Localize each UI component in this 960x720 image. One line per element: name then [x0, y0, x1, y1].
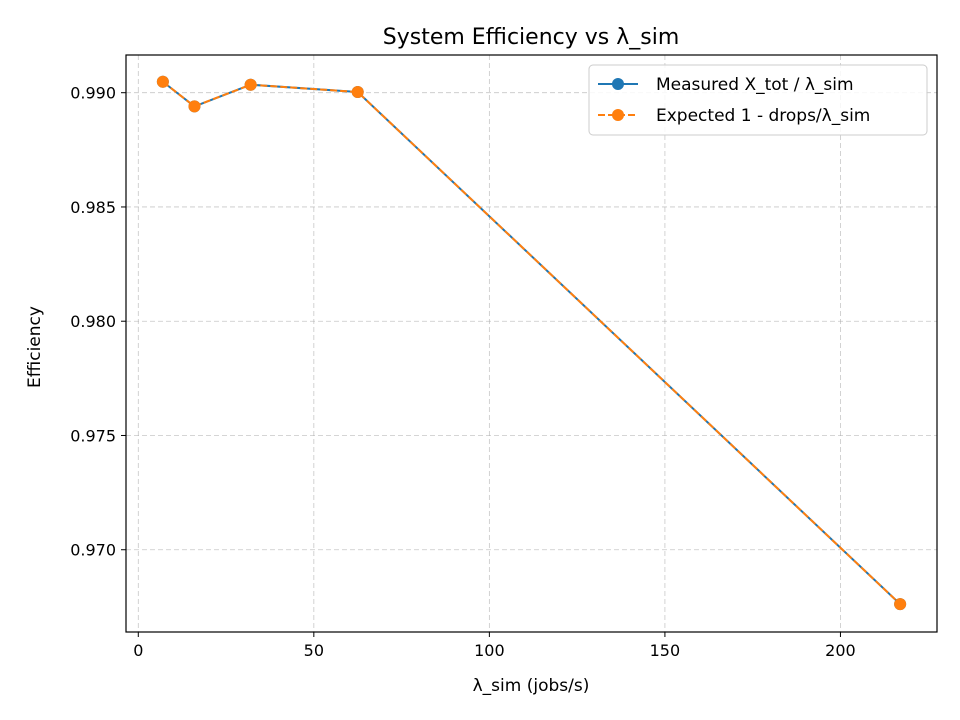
series-group	[156, 75, 907, 611]
legend-box	[588, 64, 928, 136]
x-tick-label: 0	[133, 641, 143, 660]
y-axis-label: Efficiency	[25, 306, 45, 388]
y-tick-label: 0.975	[70, 426, 116, 445]
x-tick-label: 150	[650, 641, 681, 660]
legend-label-2: Expected 1 - drops/λ_sim	[656, 106, 870, 126]
series-2-point	[244, 78, 257, 91]
axis-ticks: 0 50 100 150 200 0.970 0.975 0.980 0.985 0.990	[70, 84, 856, 660]
y-tick-label: 0.990	[70, 84, 116, 103]
legend-marker-2	[612, 109, 624, 121]
y-tick-label: 0.980	[70, 312, 116, 331]
x-tick-label: 200	[825, 641, 856, 660]
legend-label-1: Measured X_tot / λ_sim	[656, 75, 854, 95]
series-line-1	[162, 80, 901, 605]
y-tick-label: 0.985	[70, 198, 116, 217]
legend: Measured X_tot / λ_sim Expected 1 - drops…	[588, 64, 928, 136]
grid-lines	[126, 55, 937, 632]
series-line-2	[162, 80, 901, 605]
legend-marker-1	[612, 78, 624, 90]
x-tick-label: 50	[304, 641, 324, 660]
series-2-point	[351, 86, 364, 99]
series-2-point	[188, 100, 201, 113]
plot-frame	[125, 54, 938, 633]
series-2-point	[156, 75, 169, 88]
chart-title: System Efficiency vs λ_sim	[383, 25, 680, 50]
series-2-point	[894, 598, 907, 611]
y-tick-label: 0.970	[70, 541, 116, 560]
x-axis-label: λ_sim (jobs/s)	[473, 676, 590, 696]
x-tick-label: 100	[474, 641, 505, 660]
